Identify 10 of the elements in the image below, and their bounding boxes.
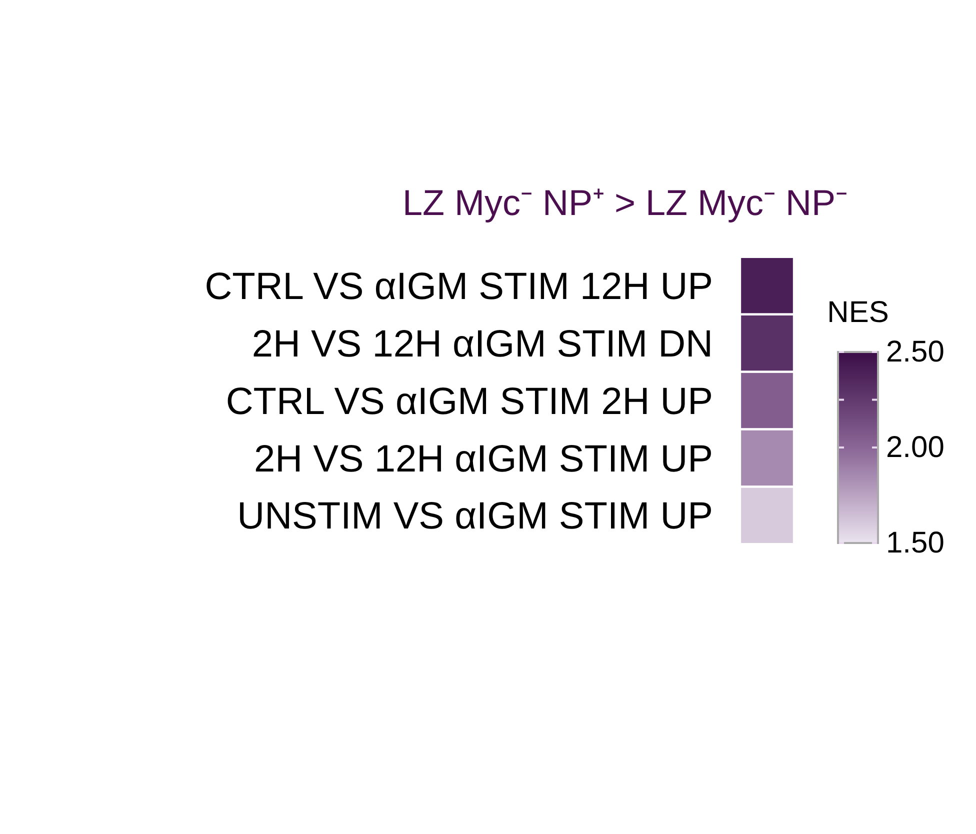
color-bar-title: NES <box>827 296 889 329</box>
color-bar-label: 2.00 <box>886 431 944 464</box>
y-tick-label: CTRL VS αIGM STIM 12H UP <box>204 266 713 308</box>
color-bar-label: 1.50 <box>886 526 944 560</box>
y-tick-label: 2H VS 12H αIGM STIM DN <box>252 323 713 366</box>
y-tick-label: 2H VS 12H αIGM STIM UP <box>254 438 713 480</box>
y-tick-label: CTRL VS αIGM STIM 2H UP <box>226 380 713 423</box>
chart-title: LZ Myc⁻ NP⁺ > LZ Myc⁻ NP⁻ <box>402 182 848 223</box>
y-tick-label: UNSTIM VS αIGM STIM UP <box>237 496 713 538</box>
color-bar-label: 2.50 <box>886 336 944 369</box>
